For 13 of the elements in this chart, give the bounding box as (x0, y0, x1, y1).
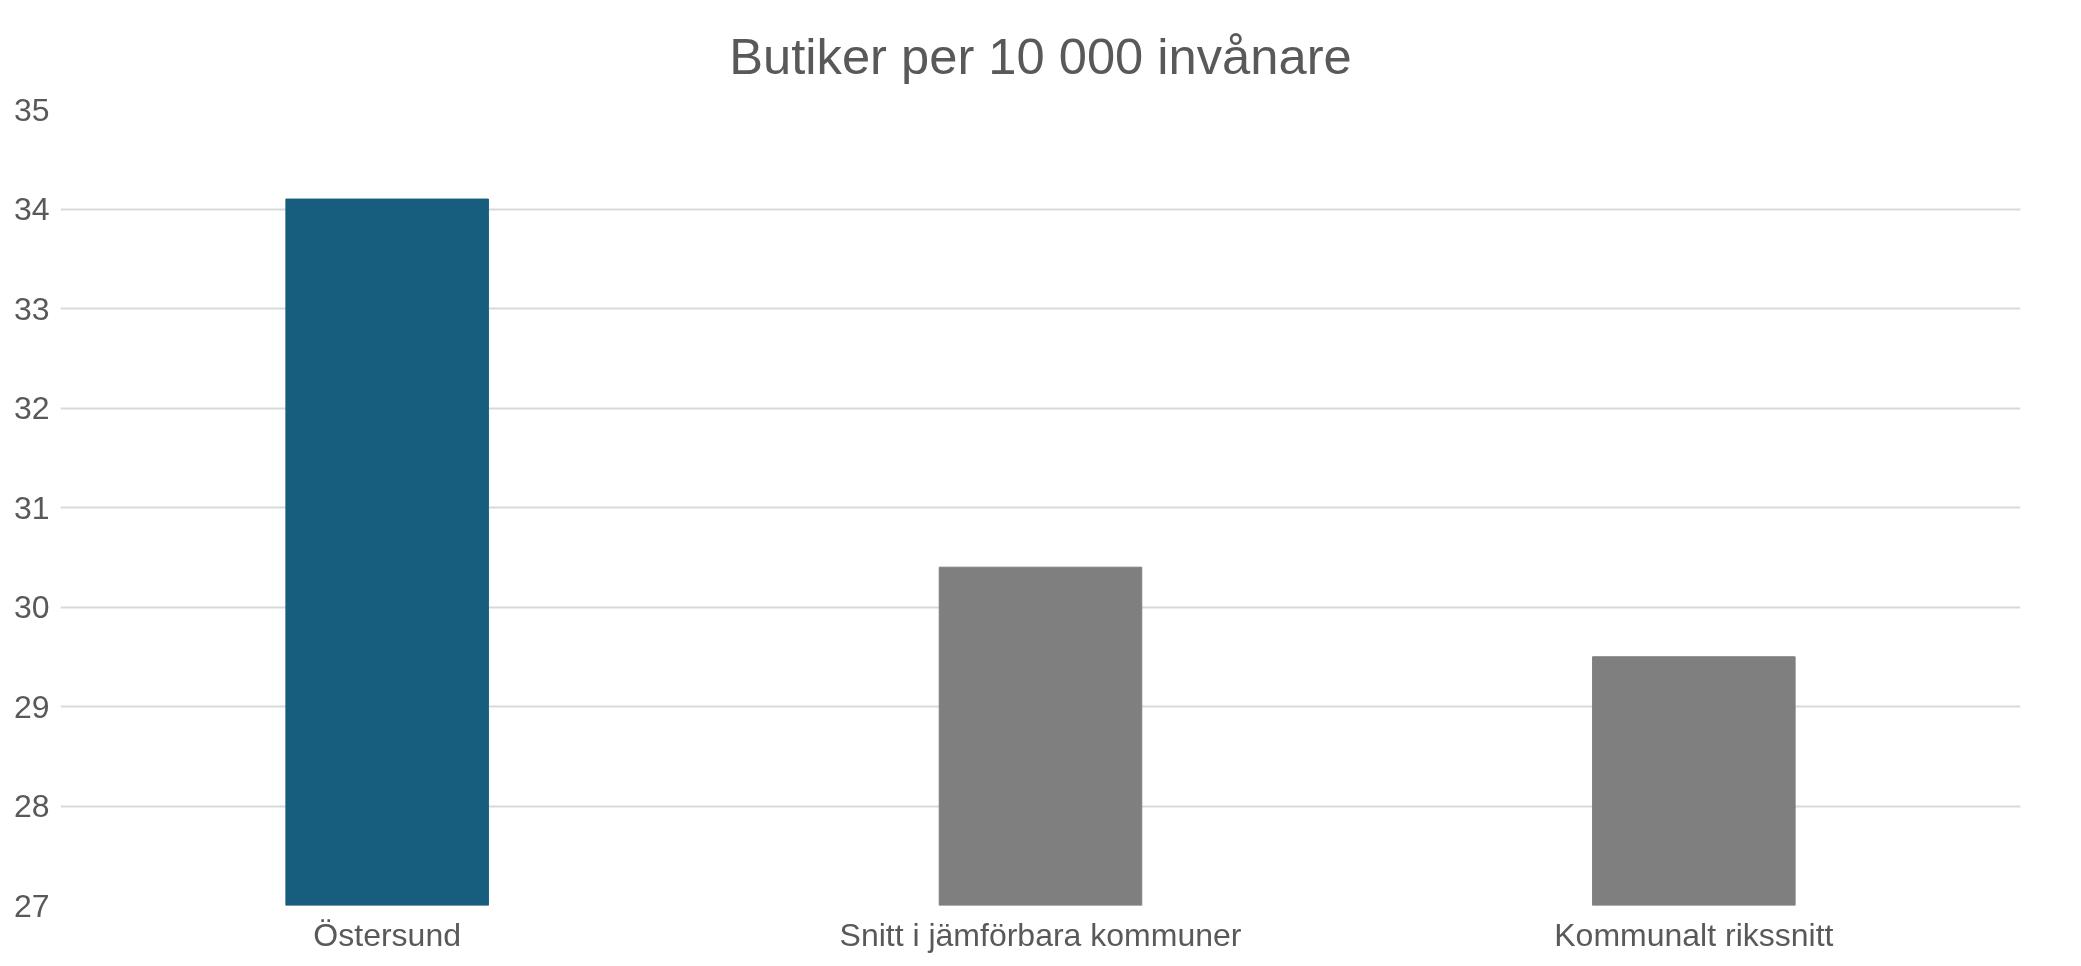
chart-title: Butiker per 10 000 invånare (729, 27, 1352, 85)
y-tick-label: 32 (13, 390, 50, 426)
y-tick-label: 27 (13, 887, 50, 924)
y-tick-label: 28 (13, 788, 50, 824)
y-tick-label: 34 (13, 191, 50, 227)
y-tick-label: 31 (13, 489, 50, 526)
y-tick-label: 33 (13, 290, 50, 327)
y-tick-label: 30 (13, 589, 50, 625)
y-tick-label: 35 (13, 91, 50, 128)
x-tick-label: Kommunalt rikssnitt (1554, 916, 1834, 953)
x-tick-label: Snitt i jämförbara kommuner (839, 916, 1242, 953)
y-tick-label: 29 (13, 688, 50, 725)
x-tick-label: Östersund (313, 916, 461, 953)
